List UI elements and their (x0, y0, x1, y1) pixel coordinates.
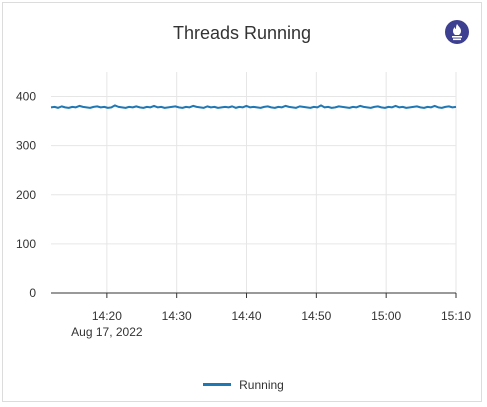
x-tick-label: 14:30 (162, 309, 192, 323)
series-line-running (50, 104, 457, 109)
y-tick-label: 300 (16, 139, 36, 153)
y-tick-label: 0 (29, 286, 36, 300)
panel-title: Threads Running (172, 23, 312, 43)
legend-label-running[interactable]: Running (239, 378, 284, 392)
legend: Running (0, 378, 487, 392)
x-tick-label: 14:40 (232, 309, 262, 323)
y-tick-label: 100 (16, 237, 36, 251)
x-date-label: Aug 17, 2022 (71, 325, 143, 339)
legend-swatch-running (203, 383, 232, 387)
y-tick-label: 200 (16, 188, 36, 202)
x-tick-label: 15:00 (371, 309, 401, 323)
chart-panel: Threads Running (2, 2, 482, 402)
x-tick-label: 14:50 (301, 309, 331, 323)
x-tick-label: 15:10 (441, 309, 471, 323)
x-tick-label: 14:20 (92, 309, 122, 323)
y-tick-label: 400 (16, 90, 36, 104)
prometheus-icon (445, 20, 469, 44)
line-chart: 0 100 200 300 400 14:20 Aug 17, 2022 14:30 14:40… (16, 72, 471, 339)
